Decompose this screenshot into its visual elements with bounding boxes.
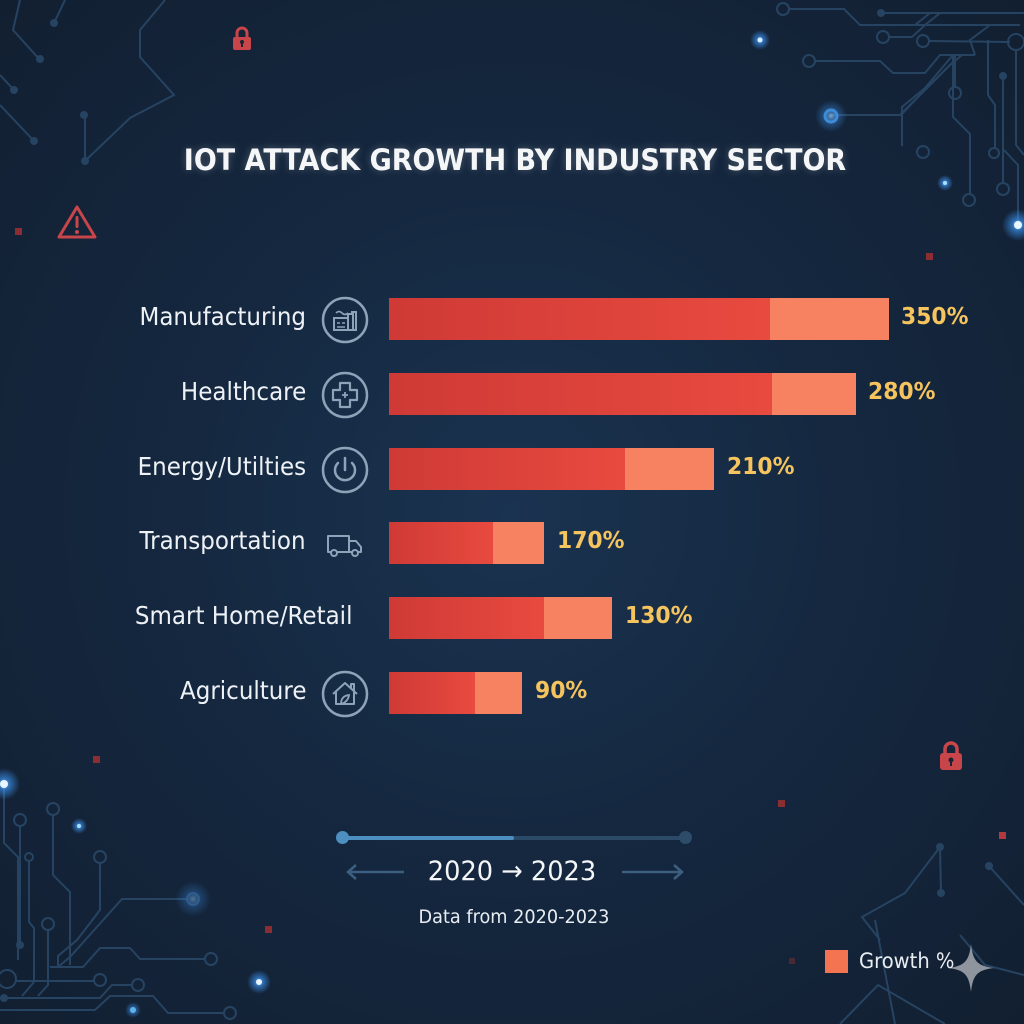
category-label: Healthcare	[180, 376, 306, 406]
bar-growth-segment	[772, 372, 856, 415]
bar[interactable]	[389, 672, 523, 714]
bar-base-segment	[389, 447, 625, 490]
range-end-year: 2023	[530, 856, 597, 887]
timeline-slider[interactable]	[336, 831, 692, 844]
data-label: 170%	[556, 528, 625, 555]
bar-growth-segment	[770, 298, 889, 340]
bar-base-segment	[389, 372, 773, 415]
range-arrow: →	[501, 856, 523, 887]
timeline-progress	[342, 836, 514, 840]
chart-title: IOT ATTACK GROWTH BY INDUSTRY SECTOR	[183, 143, 847, 177]
timeline-start-handle[interactable]	[336, 831, 349, 844]
category-label: Transportation	[139, 526, 306, 556]
bar-base-segment	[389, 298, 770, 340]
lock-icon	[233, 26, 251, 50]
home-leaf-icon	[321, 670, 369, 718]
power-icon	[321, 446, 369, 493]
category-label: Manufacturing	[139, 302, 306, 331]
bar-base-segment	[389, 672, 476, 714]
bar-growth-segment	[492, 522, 545, 565]
lock-icon	[940, 741, 962, 770]
category-label: Agriculture	[179, 676, 307, 705]
category-label: Smart Home/Retail	[134, 601, 352, 631]
bar[interactable]	[389, 522, 545, 565]
bar[interactable]	[389, 298, 889, 340]
category-label: Energy/Utilties	[137, 451, 306, 481]
legend-label-growth: Growth %	[859, 949, 955, 973]
data-label: 210%	[726, 453, 795, 480]
data-source-caption: Data from 2020-2023	[418, 906, 610, 928]
bar-base-segment	[389, 522, 493, 565]
left-arrow-icon	[346, 864, 404, 880]
right-arrow-icon	[622, 864, 684, 880]
bar[interactable]	[389, 372, 856, 415]
legend-swatch-growth	[825, 950, 848, 973]
bar-growth-segment	[624, 447, 715, 490]
timeline-end-handle[interactable]	[679, 831, 692, 844]
bar[interactable]	[389, 597, 613, 640]
bar-base-segment	[389, 597, 545, 640]
truck-icon	[327, 535, 362, 558]
data-label: 90%	[534, 678, 587, 704]
data-label: 350%	[901, 304, 969, 330]
bar-growth-segment	[544, 597, 613, 640]
range-start-year: 2020	[427, 856, 494, 887]
data-label: 130%	[624, 603, 693, 630]
factory-icon	[321, 296, 369, 344]
data-label: 280%	[868, 378, 936, 405]
year-range: 2020 → 2023	[26, 856, 999, 887]
sparkle-icon	[948, 944, 994, 992]
bar[interactable]	[389, 447, 715, 490]
bar-growth-segment	[475, 672, 523, 714]
warning-icon	[57, 205, 97, 239]
medical-cross-icon	[321, 371, 369, 419]
